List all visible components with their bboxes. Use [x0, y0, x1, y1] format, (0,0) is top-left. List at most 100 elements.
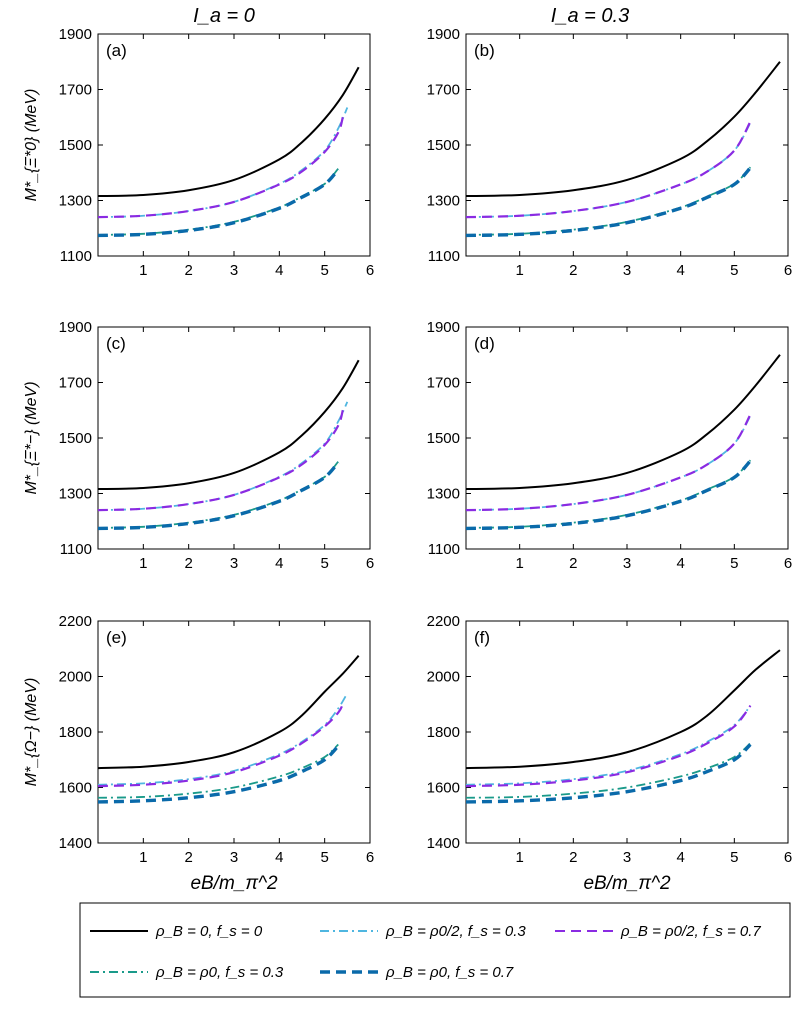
panel-f: 1 2 3 4 5 6 1400 1600 1800 2000 2200 (f) eB/m_π^2	[427, 613, 793, 894]
x-tick-label: 2	[184, 262, 192, 279]
y-tick-label: 1500	[59, 137, 92, 154]
series-line-0	[97, 655, 360, 770]
y-tick-label: 1800	[59, 724, 92, 741]
x-tick-label: 2	[184, 555, 192, 572]
legend-label-1: ρ_B = ρ0/2, f_s = 0.3	[385, 923, 526, 940]
series-line-4	[465, 743, 752, 804]
x-tick-label: 5	[730, 555, 738, 572]
y-tick-label: 2000	[427, 669, 460, 686]
x-tick-label: 4	[275, 555, 283, 572]
y-tick-label: 1900	[427, 26, 460, 43]
y-tick-label: 1500	[427, 137, 460, 154]
axes-frame	[465, 620, 789, 844]
x-tick-label: 2	[569, 262, 577, 279]
y-tick-label: 1900	[427, 319, 460, 336]
x-tick-label: 6	[784, 555, 792, 572]
y-tick-label: 1700	[427, 82, 460, 99]
panel-a: 1 2 3 4 5 6 1100 1300 1500 1700 1900 (a) M*_{Ξ*0} (M…	[23, 26, 374, 279]
y-tick-label: 1800	[427, 724, 460, 741]
legend-label-3: ρ_B = ρ0, f_s = 0.3	[155, 964, 284, 981]
y-tick-label: 1700	[59, 82, 92, 99]
y-tick-label: 1400	[59, 835, 92, 852]
x-tick-label: 2	[184, 849, 192, 866]
series-line-4	[97, 461, 340, 531]
x-tick-label: 4	[275, 262, 283, 279]
y-tick-label: 1400	[427, 835, 460, 852]
series-line-1	[465, 705, 752, 786]
series-line-3	[97, 167, 339, 236]
y-tick-label: 1500	[427, 430, 460, 447]
legend: ρ_B = 0, f_s = 0 ρ_B = ρ0/2, f_s = 0.3 ρ_B…	[79, 902, 791, 998]
x-tick-label: 4	[676, 849, 684, 866]
series-line-0	[465, 649, 781, 770]
series-line-0	[465, 61, 781, 198]
x-tick-label: 3	[230, 849, 238, 866]
series-line-4	[97, 744, 340, 804]
panel-label: (e)	[106, 628, 127, 647]
legend-items: ρ_B = 0, f_s = 0 ρ_B = ρ0/2, f_s = 0.3 ρ_B…	[90, 923, 761, 981]
y-tick-label: 1300	[427, 193, 460, 210]
x-tick-label: 3	[623, 849, 631, 866]
axes-frame	[97, 620, 371, 844]
series-line-0	[97, 66, 360, 198]
y-tick-label: 1600	[427, 780, 460, 797]
panel-b: 1 2 3 4 5 6 1100 1300 1500 1700 1900 (b)	[427, 26, 793, 279]
series-line-1	[97, 107, 349, 219]
y-tick-label: 1100	[60, 248, 92, 265]
x-tick-label: 1	[515, 262, 523, 279]
series-line-3	[465, 742, 752, 799]
series-line-2	[465, 120, 752, 219]
panel-d: 1 2 3 4 5 6 1100 1300 1500 1700 1900 (d)	[427, 319, 793, 572]
series-line-2	[97, 703, 344, 788]
panel-label: (f)	[474, 628, 490, 647]
x-tick-label: 1	[515, 555, 523, 572]
x-tick-label: 4	[676, 262, 684, 279]
panel-label: (a)	[106, 41, 127, 60]
panel-label: (b)	[474, 41, 495, 60]
series-line-2	[97, 409, 344, 512]
panels-group: 1 2 3 4 5 6 1100 1300 1500 1700 1900 (a) M*_{Ξ*0} (M…	[23, 26, 792, 894]
series-line-4	[97, 168, 340, 238]
series-line-1	[97, 401, 349, 512]
x-tick-label: 4	[275, 849, 283, 866]
y-tick-label: 1700	[427, 375, 460, 392]
x-tick-label: 5	[320, 555, 328, 572]
y-tick-label: 1300	[59, 193, 92, 210]
y-axis-label: M*_{Ω−} (MeV)	[23, 678, 40, 787]
x-tick-label: 2	[569, 849, 577, 866]
x-tick-label: 2	[569, 555, 577, 572]
x-tick-label: 1	[139, 555, 147, 572]
column-title-left: I_a = 0	[193, 5, 255, 27]
y-tick-label: 2200	[427, 613, 460, 630]
y-tick-label: 1700	[59, 375, 92, 392]
series-line-3	[465, 459, 752, 529]
series-line-4	[465, 459, 752, 531]
panel-c: 1 2 3 4 5 6 1100 1300 1500 1700 1900 (c) M*_{Ξ*−} (M…	[23, 319, 374, 572]
y-tick-label: 1900	[59, 26, 92, 43]
x-tick-label: 6	[784, 849, 792, 866]
y-tick-label: 1300	[427, 486, 460, 503]
panel-label: (c)	[106, 334, 126, 353]
y-tick-label: 1100	[428, 541, 460, 558]
series-line-1	[97, 692, 349, 786]
y-axis-label: M*_{Ξ*−} (MeV)	[23, 381, 40, 494]
legend-label-4: ρ_B = ρ0, f_s = 0.7	[385, 964, 514, 981]
series-line-3	[97, 743, 339, 799]
y-tick-label: 1900	[59, 319, 92, 336]
x-tick-label: 6	[784, 262, 792, 279]
x-axis-label: eB/m_π^2	[190, 873, 278, 894]
panel-e: 1 2 3 4 5 6 1400 1600 1800 2000 2200 (e) M*_{Ω−} (Me…	[23, 613, 374, 894]
series-line-2	[97, 116, 344, 219]
y-tick-label: 1600	[59, 780, 92, 797]
x-tick-label: 5	[730, 849, 738, 866]
series-line-4	[465, 166, 752, 238]
column-title-right: I_a = 0.3	[551, 5, 629, 27]
x-tick-label: 6	[366, 555, 374, 572]
series-line-0	[465, 354, 781, 491]
y-tick-label: 1500	[59, 430, 92, 447]
y-tick-label: 2200	[59, 613, 92, 630]
x-tick-label: 5	[730, 262, 738, 279]
y-tick-label: 1100	[428, 248, 460, 265]
x-tick-label: 3	[623, 262, 631, 279]
